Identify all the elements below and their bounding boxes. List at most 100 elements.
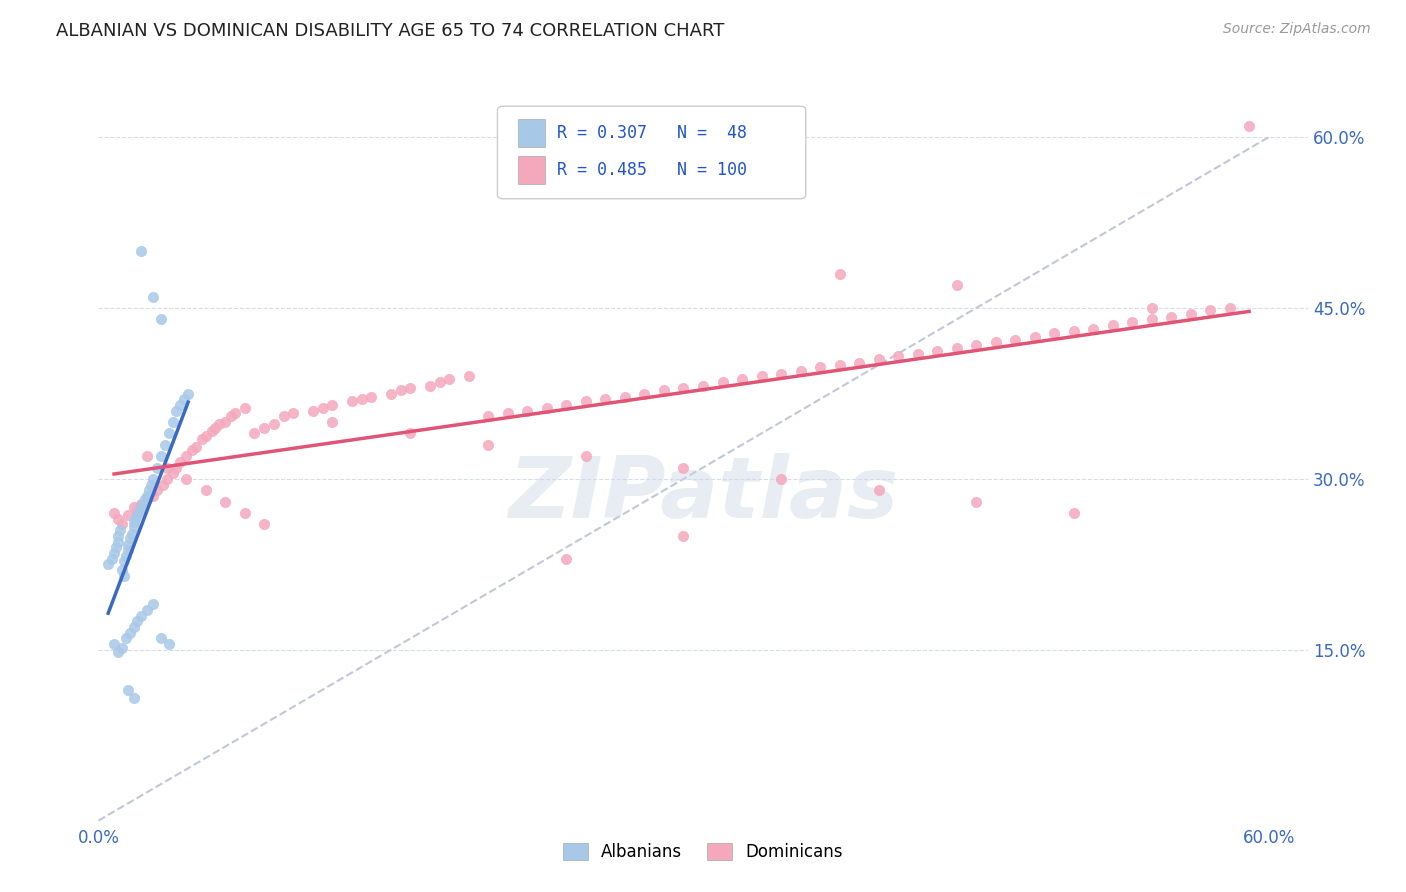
Point: [868, 483, 890, 498]
Point: [184, 440, 207, 454]
Point: [1063, 324, 1085, 338]
Point: [136, 492, 159, 507]
Text: Source: ZipAtlas.com: Source: ZipAtlas.com: [1223, 22, 1371, 37]
Point: [516, 403, 538, 417]
Point: [1140, 301, 1163, 315]
Point: [112, 568, 135, 582]
Point: [146, 483, 169, 498]
Point: [111, 517, 134, 532]
Point: [136, 489, 159, 503]
Point: [828, 358, 851, 372]
Point: [389, 383, 412, 397]
Point: [1160, 310, 1182, 325]
Text: ALBANIAN VS DOMINICAN DISABILITY AGE 65 TO 74 CORRELATION CHART: ALBANIAN VS DOMINICAN DISABILITY AGE 65 …: [56, 22, 724, 40]
Point: [399, 426, 422, 441]
Point: [149, 449, 172, 463]
Point: [429, 375, 451, 389]
Point: [1121, 315, 1143, 329]
Point: [672, 460, 695, 475]
Point: [711, 375, 734, 389]
Point: [114, 549, 136, 564]
Point: [208, 417, 231, 432]
Point: [107, 645, 129, 659]
Point: [97, 558, 120, 572]
Point: [156, 472, 179, 486]
Point: [108, 523, 131, 537]
Point: [128, 504, 150, 518]
Point: [111, 563, 134, 577]
Point: [131, 244, 153, 259]
Point: [302, 403, 325, 417]
Point: [283, 406, 305, 420]
Point: [419, 378, 441, 392]
Point: [156, 460, 179, 475]
Point: [233, 506, 256, 520]
Text: R = 0.485   N = 100: R = 0.485 N = 100: [557, 161, 747, 179]
Text: ZIPatlas: ZIPatlas: [508, 453, 898, 536]
Point: [595, 392, 617, 407]
Point: [169, 398, 191, 412]
Point: [253, 420, 276, 434]
Legend: Albanians, Dominicans: Albanians, Dominicans: [557, 837, 849, 868]
Point: [157, 637, 180, 651]
Point: [134, 492, 156, 507]
Point: [165, 403, 187, 417]
Point: [124, 512, 146, 526]
Point: [751, 369, 773, 384]
Point: [925, 344, 948, 359]
Point: [965, 494, 987, 508]
Point: [136, 449, 159, 463]
Point: [399, 381, 422, 395]
Point: [312, 401, 335, 416]
Point: [652, 383, 675, 397]
Point: [907, 346, 929, 360]
Point: [138, 483, 160, 498]
Point: [117, 508, 139, 523]
Point: [174, 449, 197, 463]
Point: [243, 426, 266, 441]
Point: [117, 542, 139, 557]
Point: [945, 278, 967, 293]
Point: [769, 472, 792, 486]
Point: [614, 390, 637, 404]
Point: [122, 620, 145, 634]
Point: [127, 508, 149, 523]
Point: [1063, 506, 1085, 520]
Point: [321, 415, 343, 429]
Point: [103, 546, 125, 560]
Point: [1219, 301, 1241, 315]
Point: [157, 426, 180, 441]
Point: [1101, 318, 1123, 333]
Point: [321, 398, 343, 412]
Point: [194, 483, 217, 498]
Point: [139, 477, 162, 491]
Point: [146, 460, 169, 475]
Point: [848, 356, 870, 370]
Point: [132, 497, 155, 511]
Point: [380, 386, 402, 401]
Point: [1024, 329, 1046, 343]
Point: [173, 392, 195, 407]
Point: [118, 531, 141, 545]
Point: [692, 378, 714, 392]
Point: [117, 682, 139, 697]
Point: [107, 534, 129, 549]
Point: [263, 417, 285, 432]
Point: [808, 360, 831, 375]
Point: [536, 401, 558, 416]
Point: [149, 632, 172, 646]
Point: [458, 369, 481, 384]
Point: [152, 477, 174, 491]
Point: [273, 409, 295, 424]
Point: [131, 500, 153, 515]
Point: [555, 398, 578, 412]
FancyBboxPatch shape: [517, 156, 544, 184]
Point: [191, 432, 214, 446]
Point: [121, 526, 143, 541]
Point: [214, 415, 236, 429]
Point: [1199, 303, 1222, 318]
Point: [107, 529, 129, 543]
FancyBboxPatch shape: [498, 106, 806, 199]
Point: [204, 420, 226, 434]
Point: [127, 615, 149, 629]
